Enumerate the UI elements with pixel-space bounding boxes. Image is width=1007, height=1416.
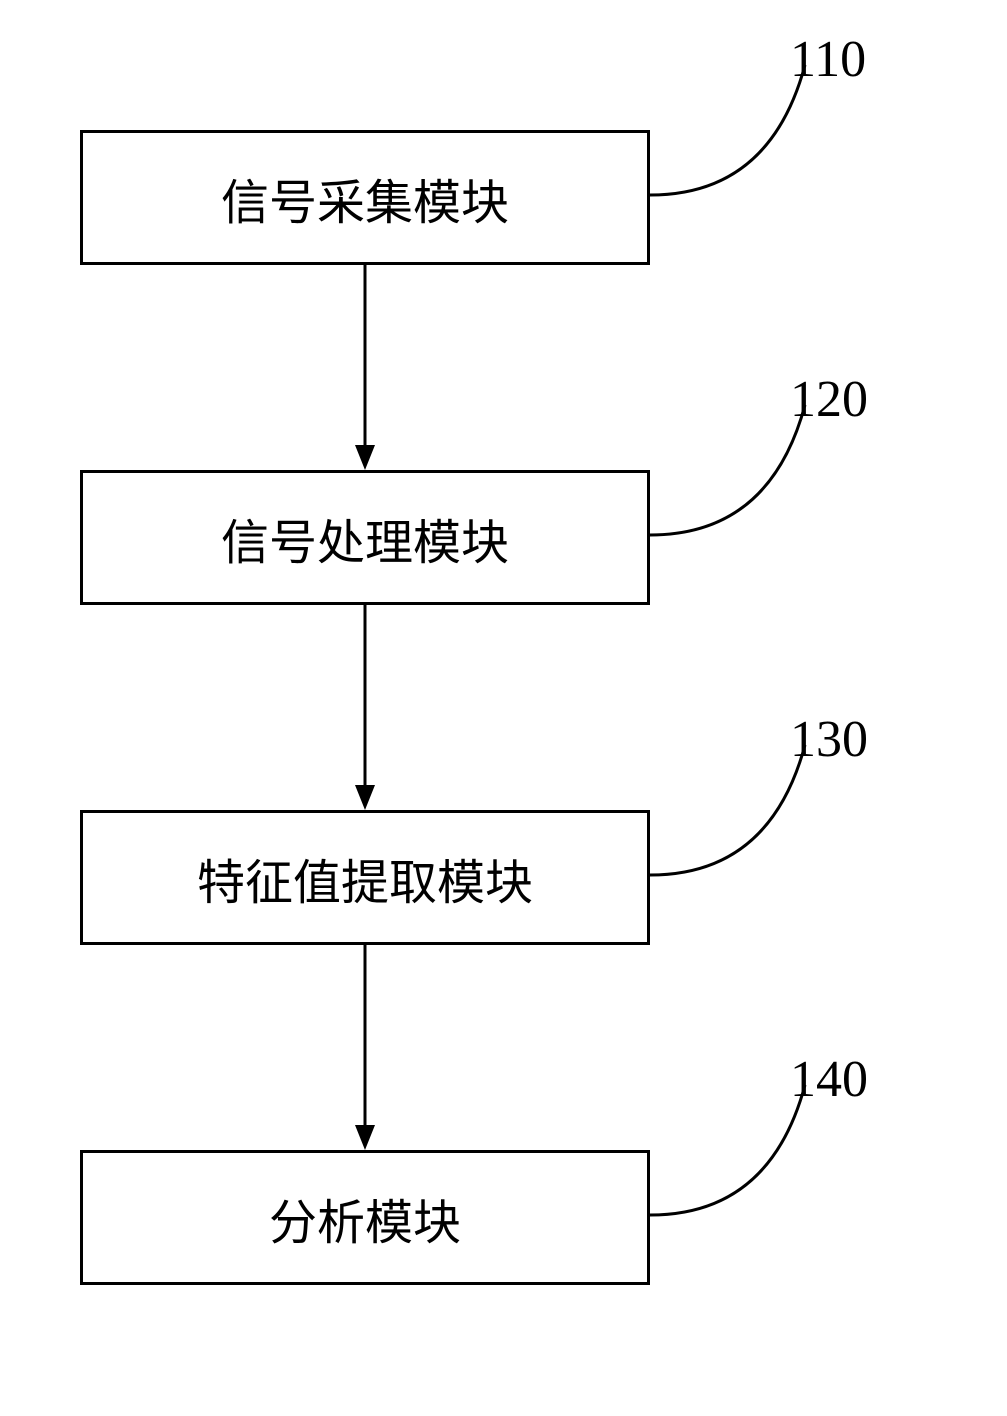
flow-arrow-2 <box>350 605 380 810</box>
flow-box-signal-acquisition: 信号采集模块 <box>80 130 650 265</box>
callout-label-140: 140 <box>790 1050 868 1109</box>
callout-label-120: 120 <box>790 370 868 429</box>
flow-arrow-1 <box>350 265 380 470</box>
flow-box-analysis: 分析模块 <box>80 1150 650 1285</box>
flow-box-signal-processing: 信号处理模块 <box>80 470 650 605</box>
callout-label-110: 110 <box>790 30 866 89</box>
flowchart-container: 信号采集模块 110 信号处理模块 120 特征值提取模块 130 <box>0 0 1007 1416</box>
flow-box-label: 特征值提取模块 <box>197 843 533 913</box>
callout-label-130: 130 <box>790 710 868 769</box>
flow-box-feature-extraction: 特征值提取模块 <box>80 810 650 945</box>
flow-box-label: 分析模块 <box>269 1183 461 1253</box>
flow-box-label: 信号处理模块 <box>221 503 509 573</box>
flow-arrow-3 <box>350 945 380 1150</box>
flow-box-label: 信号采集模块 <box>221 163 509 233</box>
